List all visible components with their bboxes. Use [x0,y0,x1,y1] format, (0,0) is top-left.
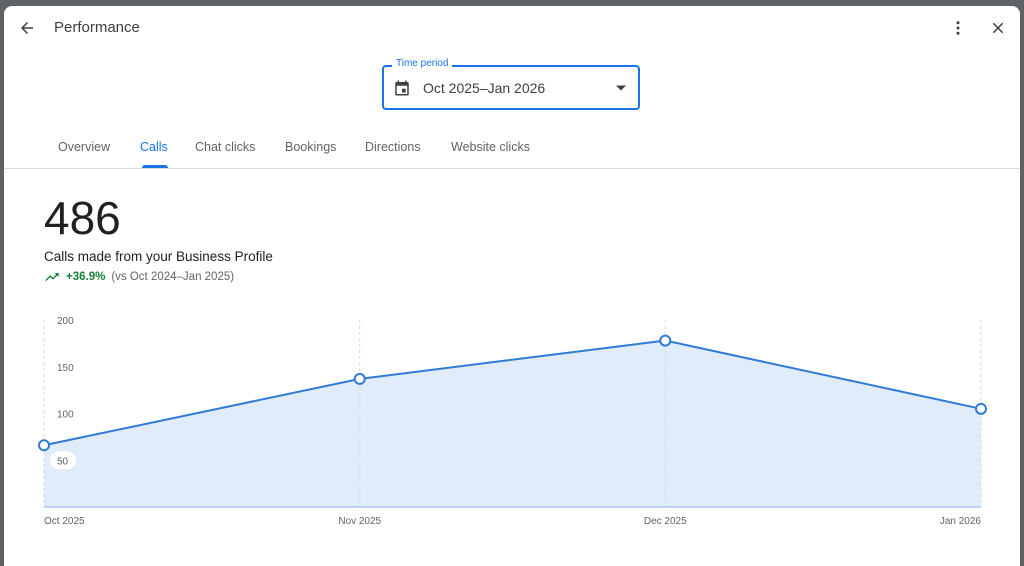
metric-tabs: Overview Calls Chat clicks Bookings Dire… [4,130,1020,169]
series-line [43,339,982,447]
arrow-left-icon [21,22,33,34]
tab-calls[interactable]: Calls [140,140,168,154]
more-vert-icon [956,21,960,35]
data-point [353,372,366,385]
y-tick-label: 200 [57,316,74,327]
change-indicator: +36.9% (vs Oct 2024–Jan 2025) [44,271,234,283]
dropdown-arrow-icon [616,85,626,91]
page-title: Performance [54,19,140,36]
time-period-label: Time period [392,58,453,69]
data-point [659,334,672,347]
total-calls-value: 486 [44,192,121,244]
more-options-button[interactable] [944,14,972,42]
tab-website-clicks[interactable]: Website clicks [451,140,530,154]
x-tick-label: Dec 2025 [644,516,687,527]
calls-chart: 50 100 150 200 Oct 2025 Nov 2025 Dec 2025 Jan 2… [38,316,987,527]
tab-overview[interactable]: Overview [58,140,111,154]
back-button[interactable] [13,14,41,42]
y-tick-label: 100 [57,410,74,421]
close-button[interactable] [984,14,1012,42]
data-point [38,439,50,452]
x-tick-label: Nov 2025 [338,516,381,527]
metric-description: Calls made from your Business Profile [44,249,273,264]
y-tick-label: 50 [57,456,69,467]
time-period-value: Oct 2025–Jan 2026 [423,80,546,96]
trending-up-icon [45,273,59,281]
time-period-select[interactable]: Time period Oct 2025–Jan 2026 [382,58,640,110]
x-tick-label: Oct 2025 [44,516,85,527]
change-percent: +36.9% [66,271,106,283]
y-tick-bg [50,451,76,470]
x-tick-label: Jan 2026 [940,516,982,527]
tab-bookings[interactable]: Bookings [285,140,337,154]
tab-chat-clicks[interactable]: Chat clicks [195,140,256,154]
area-fill [44,340,981,507]
comparison-period: (vs Oct 2024–Jan 2025) [111,271,235,283]
data-point [975,402,987,415]
active-tab-indicator [142,165,168,168]
tab-directions[interactable]: Directions [365,140,421,154]
calendar-icon [395,80,409,96]
y-tick-label: 150 [57,363,74,374]
close-icon [992,22,1004,34]
